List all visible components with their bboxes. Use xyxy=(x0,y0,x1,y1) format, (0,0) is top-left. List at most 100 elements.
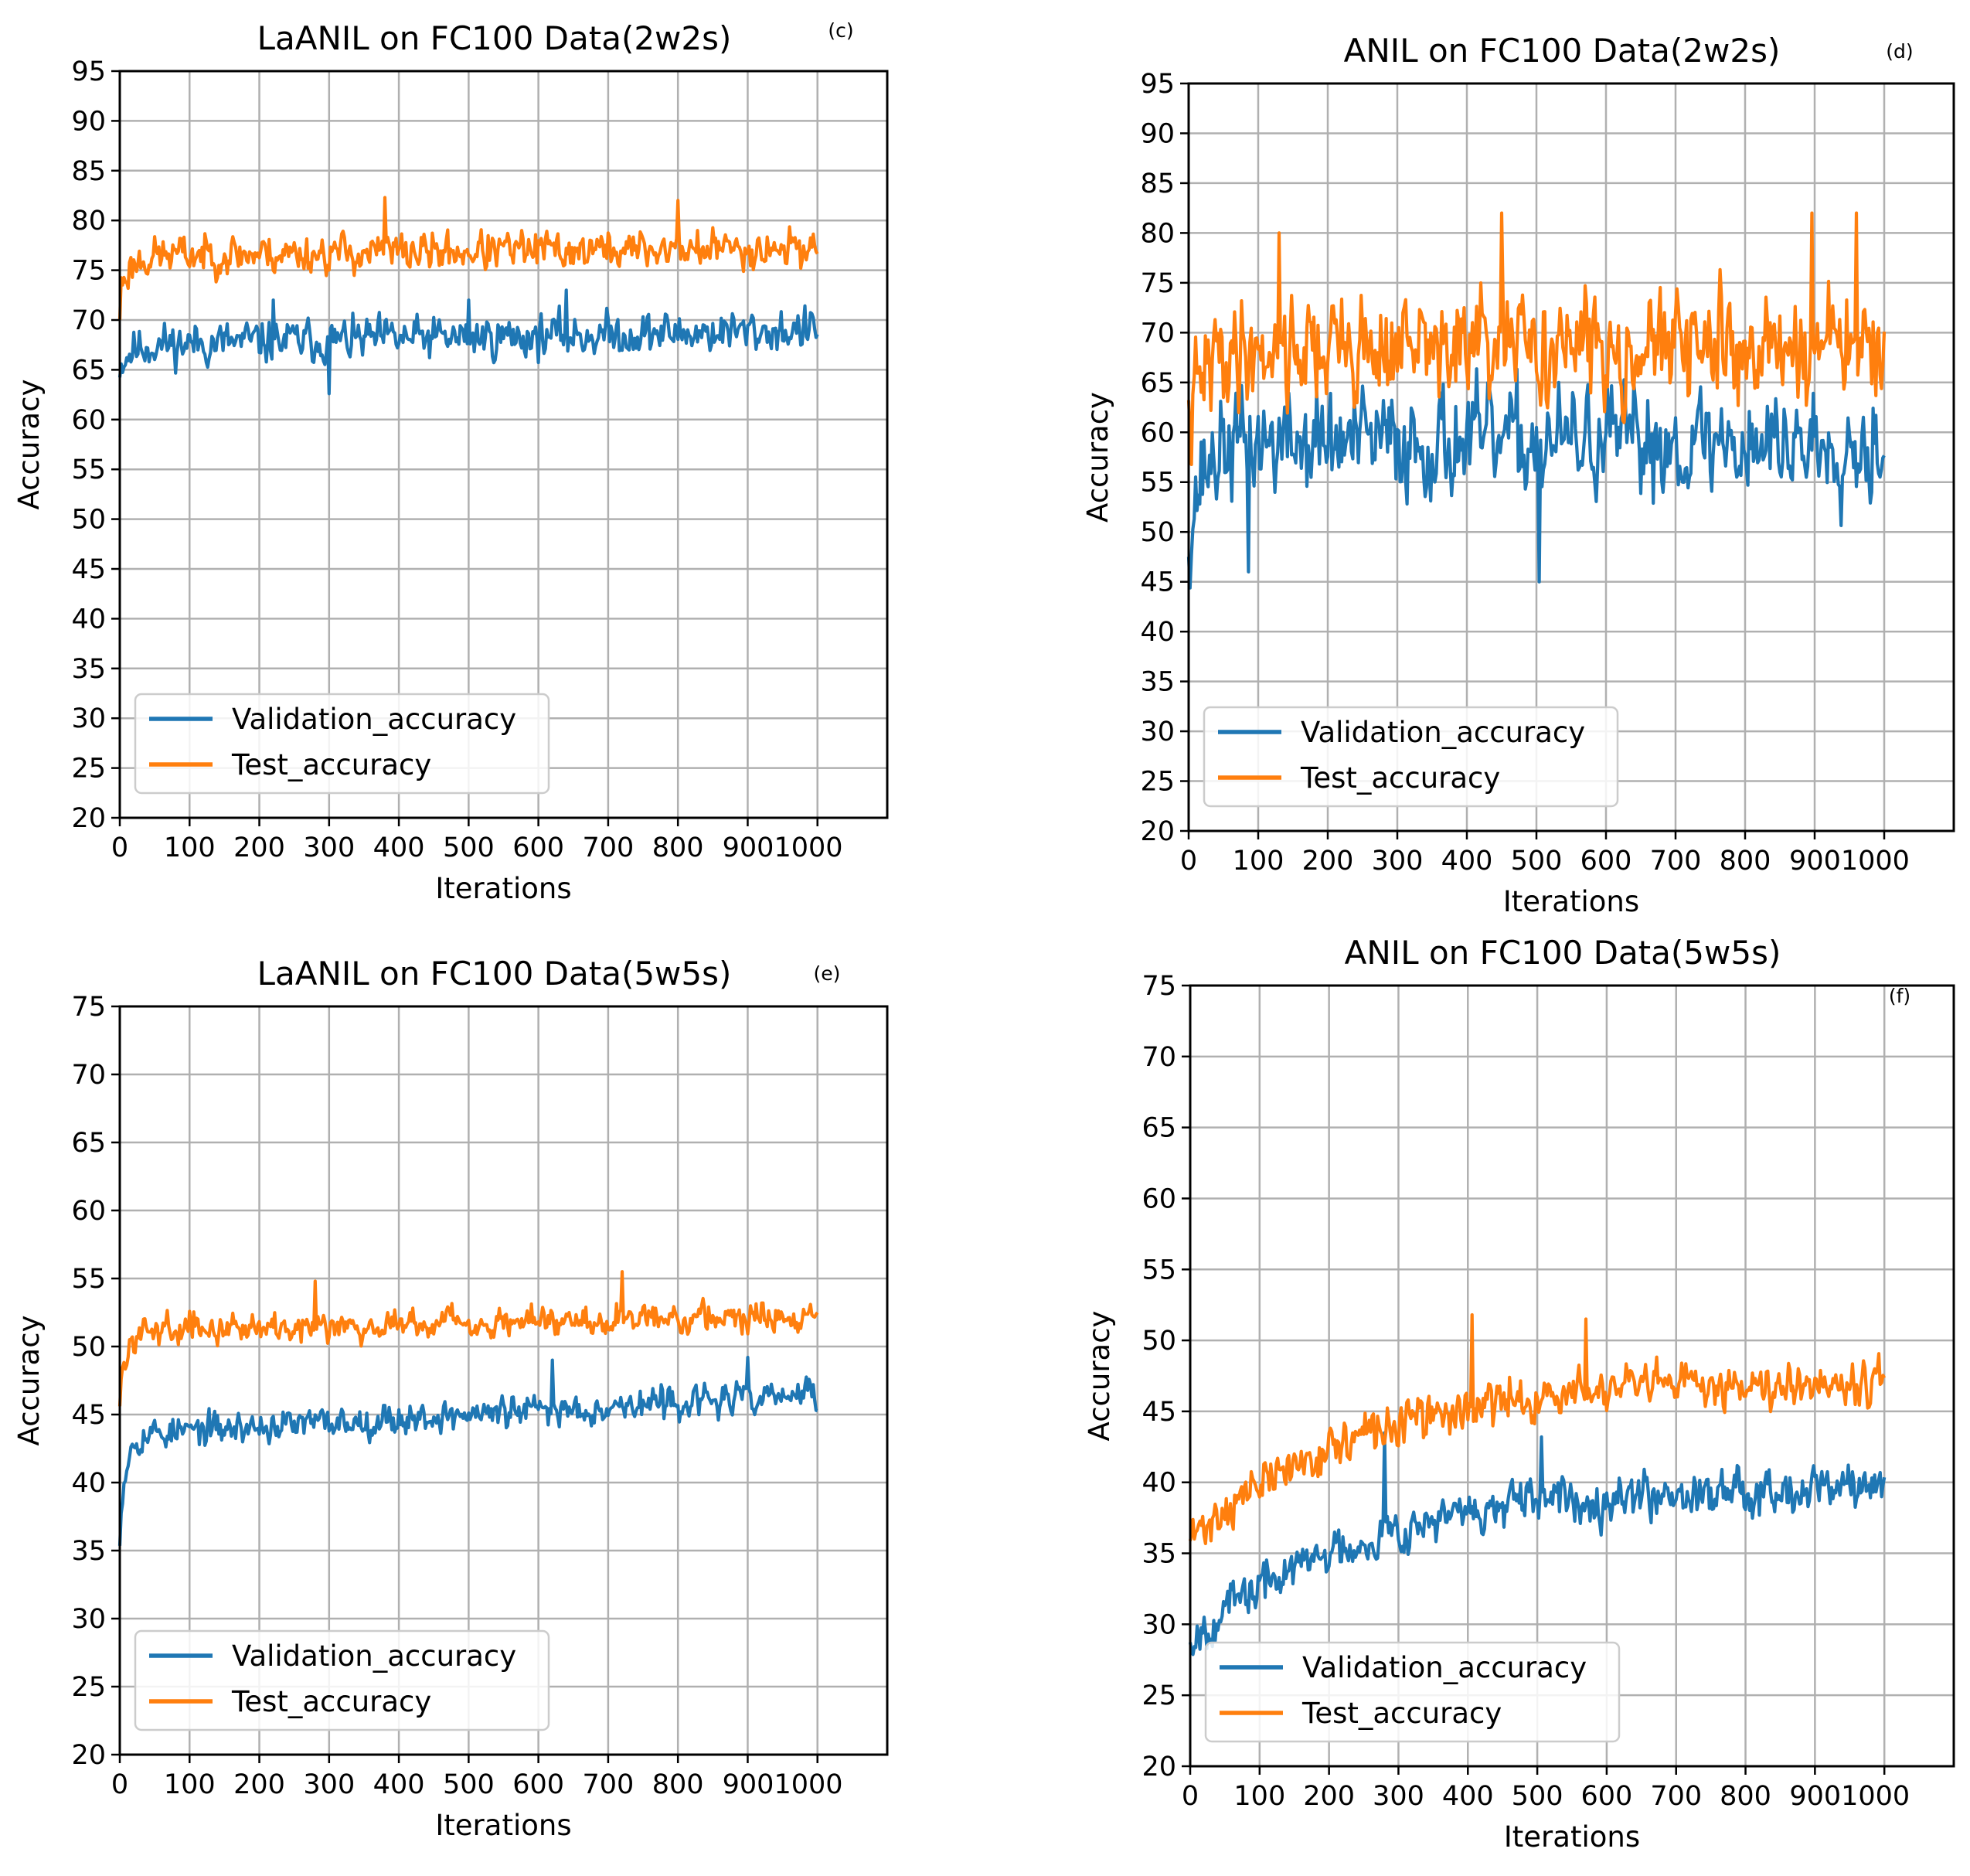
x-tick-label: 100 xyxy=(1233,1781,1285,1812)
y-tick-label: 20 xyxy=(71,1740,106,1771)
panel-label: (d) xyxy=(1886,40,1913,63)
y-tick-label: 30 xyxy=(71,1604,106,1635)
y-tick-label: 55 xyxy=(1140,468,1175,499)
y-tick-label: 40 xyxy=(71,604,106,635)
y-tick-label: 25 xyxy=(1142,1680,1176,1711)
x-tick-label: 9001000 xyxy=(723,1769,843,1800)
x-tick-label: 700 xyxy=(1650,1781,1702,1812)
x-tick-label: 300 xyxy=(1372,846,1424,877)
legend-label: Validation_accuracy xyxy=(232,1639,516,1673)
x-axis-label: Iterations xyxy=(435,1809,571,1842)
x-tick-label: 400 xyxy=(373,832,425,863)
y-tick-label: 85 xyxy=(1140,169,1175,199)
x-tick-label: 600 xyxy=(512,832,564,863)
series-line-test xyxy=(117,1270,819,1407)
chart-panel-2: 0 100 200 300 400 500 600 700 800 9001000 20 25 30 35… xyxy=(1081,32,1955,918)
chart-title: ANIL on FC100 Data(2w2s) xyxy=(1344,32,1781,70)
x-tick-label: 600 xyxy=(1581,1781,1633,1812)
chart-title: LaANIL on FC100 Data(2w2s) xyxy=(257,19,732,57)
y-tick-label: 40 xyxy=(1140,617,1175,648)
y-tick-label: 25 xyxy=(71,754,106,785)
chart-panel-4: 0 100 200 300 400 500 600 700 800 9001000 20 25 30 35… xyxy=(1083,934,1955,1854)
y-tick-label: 60 xyxy=(1142,1183,1176,1214)
x-tick-label: 100 xyxy=(164,1769,216,1800)
y-tick-label: 25 xyxy=(1140,767,1175,798)
y-tick-label: 30 xyxy=(1140,717,1175,747)
y-tick-label: 65 xyxy=(1140,368,1175,399)
x-tick-label: 0 xyxy=(111,832,128,863)
y-tick-label: 70 xyxy=(71,1060,106,1091)
legend-label: Validation_accuracy xyxy=(1302,1651,1587,1684)
x-tick-label: 200 xyxy=(233,832,285,863)
y-tick-label: 60 xyxy=(1140,417,1175,448)
y-tick-label: 60 xyxy=(71,405,106,436)
x-tick-label: 100 xyxy=(1233,846,1284,877)
legend: Validation_accuracy Test_accuracy xyxy=(1204,1641,1621,1743)
legend-label: Validation_accuracy xyxy=(1301,716,1585,749)
series-line-test xyxy=(117,196,819,321)
y-axis-label: Accuracy xyxy=(1081,392,1114,523)
series-line-test xyxy=(1186,211,1887,466)
y-tick-label: 35 xyxy=(1142,1539,1176,1570)
y-tick-label: 45 xyxy=(1142,1397,1176,1428)
panel-label: (e) xyxy=(814,962,841,985)
y-tick-label: 50 xyxy=(1140,517,1175,548)
y-tick-label: 40 xyxy=(1142,1468,1176,1499)
y-tick-label: 20 xyxy=(1140,816,1175,847)
y-tick-label: 45 xyxy=(1140,567,1175,598)
legend-label: Test_accuracy xyxy=(231,748,431,781)
panel-label: (f) xyxy=(1889,985,1910,1007)
y-tick-label: 75 xyxy=(1142,971,1176,1002)
chart-title: LaANIL on FC100 Data(5w5s) xyxy=(257,955,732,992)
y-tick-label: 75 xyxy=(71,256,106,287)
x-tick-label: 500 xyxy=(443,1769,495,1800)
x-tick-label: 9001000 xyxy=(1789,846,1910,877)
series-line-validation xyxy=(1186,367,1886,590)
x-axis-label: Iterations xyxy=(1504,1820,1640,1854)
y-tick-label: 30 xyxy=(1142,1609,1176,1640)
x-tick-label: 0 xyxy=(111,1769,128,1800)
y-axis-label: Accuracy xyxy=(12,380,46,510)
x-tick-label: 800 xyxy=(652,832,704,863)
legend: Validation_accuracy Test_accuracy xyxy=(1203,706,1619,808)
x-tick-label: 500 xyxy=(1511,846,1563,877)
y-tick-label: 70 xyxy=(71,305,106,336)
legend-box xyxy=(134,1629,550,1731)
y-tick-label: 65 xyxy=(1142,1113,1176,1144)
y-tick-label: 55 xyxy=(71,1264,106,1295)
y-tick-label: 65 xyxy=(71,1128,106,1159)
y-tick-label: 20 xyxy=(71,803,106,834)
x-tick-label: 9001000 xyxy=(1789,1781,1910,1812)
x-tick-label: 700 xyxy=(583,832,635,863)
x-tick-label: 200 xyxy=(1303,1781,1355,1812)
plot-frame xyxy=(1187,82,1955,832)
y-tick-label: 70 xyxy=(1142,1042,1176,1073)
y-tick-label: 80 xyxy=(71,206,106,237)
legend-label: Test_accuracy xyxy=(1300,761,1500,795)
y-tick-label: 35 xyxy=(71,1536,106,1567)
x-tick-label: 700 xyxy=(1650,846,1702,877)
x-axis-label: Iterations xyxy=(435,872,571,905)
legend-box xyxy=(134,693,550,795)
y-tick-label: 50 xyxy=(1142,1326,1176,1357)
legend-label: Test_accuracy xyxy=(1301,1697,1502,1730)
y-tick-label: 75 xyxy=(71,992,106,1023)
x-tick-label: 300 xyxy=(1373,1781,1424,1812)
x-tick-label: 400 xyxy=(1441,846,1493,877)
x-tick-label: 500 xyxy=(443,832,495,863)
y-tick-label: 65 xyxy=(71,355,106,386)
x-tick-label: 800 xyxy=(1720,1781,1771,1812)
y-tick-label: 40 xyxy=(71,1468,106,1499)
y-tick-label: 80 xyxy=(1140,218,1175,249)
series-line-test xyxy=(1188,1313,1887,1545)
x-axis-label: Iterations xyxy=(1503,885,1639,918)
y-tick-label: 20 xyxy=(1142,1752,1176,1782)
x-tick-label: 9001000 xyxy=(723,832,843,863)
x-tick-label: 500 xyxy=(1512,1781,1563,1812)
series-line-validation xyxy=(1188,1431,1887,1656)
y-tick-label: 35 xyxy=(1140,667,1175,698)
x-tick-label: 400 xyxy=(373,1769,425,1800)
y-tick-label: 50 xyxy=(71,505,106,536)
chart-panel-1: 0 100 200 300 400 500 600 700 800 9001000 20 25 30 35… xyxy=(12,19,889,905)
